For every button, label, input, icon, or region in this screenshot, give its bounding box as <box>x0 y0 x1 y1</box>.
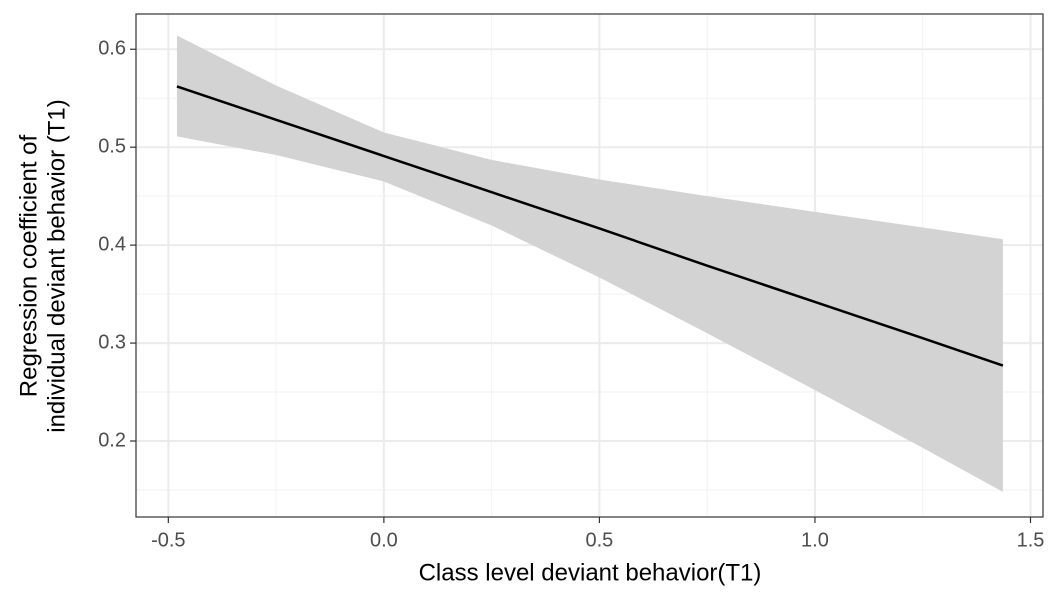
confidence-band <box>176 35 1003 492</box>
x-axis-title: Class level deviant behavior(T1) <box>419 559 762 586</box>
y-axis-title: individual deviant behavior (T1) <box>43 99 70 433</box>
y-axis-title: Regression coefficient of <box>15 134 42 397</box>
x-tick-label: 0.0 <box>370 529 398 551</box>
x-tick-label: -0.5 <box>151 529 185 551</box>
plot-border <box>135 13 1044 518</box>
y-tick-label: 0.5 <box>98 135 126 157</box>
x-tick-label: 1.5 <box>1017 529 1045 551</box>
y-tick-label: 0.2 <box>98 429 126 451</box>
y-tick-label: 0.4 <box>98 233 126 255</box>
y-tick-label: 0.3 <box>98 331 126 353</box>
regression-line <box>176 85 1004 367</box>
x-tick-label: 1.0 <box>801 529 829 551</box>
y-tick-label: 0.6 <box>98 38 126 60</box>
x-tick-label: 0.5 <box>586 529 614 551</box>
